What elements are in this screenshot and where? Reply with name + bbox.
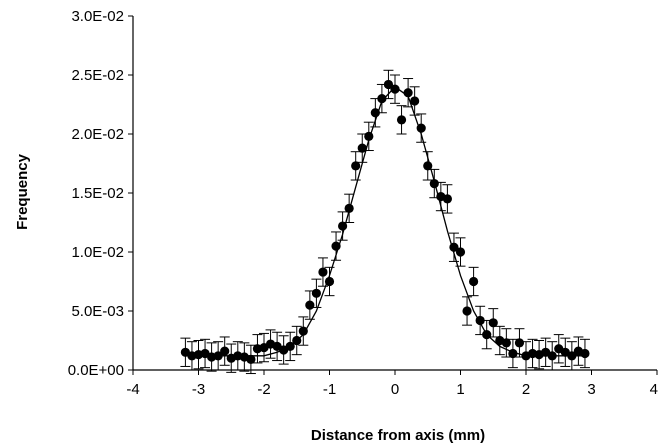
y-tick-label: 1.5E-02 [71, 185, 124, 202]
y-tick-label: 3.0E-02 [71, 8, 124, 25]
x-tick-label: 2 [522, 381, 530, 398]
data-point [338, 221, 348, 231]
data-point [547, 351, 557, 361]
data-point [455, 247, 466, 257]
x-tick-label: -4 [126, 381, 139, 398]
data-point [311, 288, 321, 298]
x-tick-label: 1 [456, 381, 464, 398]
error-bars-layer [180, 69, 590, 375]
data-point [416, 123, 426, 133]
data-point [220, 346, 230, 356]
y-tick-label: 1.0E-02 [71, 244, 124, 261]
data-point [482, 330, 492, 340]
data-point [285, 341, 295, 351]
data-point [213, 351, 223, 361]
axes-layer [132, 16, 657, 371]
x-tick-label: 3 [587, 381, 595, 398]
x-tick-label: -2 [257, 381, 270, 398]
data-point [475, 315, 485, 326]
y-tick-label: 5.0E-03 [71, 303, 124, 320]
y-tick-label: 2.5E-02 [71, 67, 124, 84]
data-point [305, 300, 315, 310]
data-point [488, 318, 498, 328]
data-point [364, 131, 374, 141]
data-point [298, 326, 308, 336]
data-point [344, 203, 354, 213]
x-tick-label: -1 [323, 381, 336, 398]
x-axis-title: Distance from axis (mm) [311, 427, 485, 444]
data-point [449, 242, 459, 252]
data-point [370, 108, 380, 118]
data-point [429, 178, 439, 189]
data-point [580, 348, 590, 359]
y-axis-title: Frequency [14, 153, 31, 230]
data-point [377, 94, 387, 104]
data-point [351, 161, 361, 171]
data-point [514, 338, 525, 348]
data-point [423, 161, 433, 171]
data-point [501, 338, 511, 348]
y-axis-ticks: 0.0E+00 5.0E-03 1.0E-02 1.5E-02 2.0E-02 2.5E-… [68, 8, 133, 379]
data-point [396, 115, 407, 125]
x-tick-label: -3 [192, 381, 205, 398]
data-point [383, 79, 394, 90]
data-point [469, 276, 479, 287]
data-point [508, 348, 518, 359]
data-point [318, 267, 328, 277]
data-point [410, 96, 420, 106]
y-tick-label: 2.0E-02 [71, 126, 124, 143]
data-point [462, 306, 472, 316]
data-point [567, 351, 577, 361]
data-point [357, 143, 367, 153]
fit-curve-line [185, 85, 585, 357]
data-point [442, 194, 452, 204]
data-point [403, 88, 413, 98]
data-point [324, 276, 335, 287]
x-tick-label: 4 [650, 381, 658, 398]
data-points-layer [180, 79, 590, 364]
data-point [331, 241, 341, 251]
data-point [390, 84, 400, 94]
data-point [292, 335, 302, 346]
data-point [246, 354, 256, 364]
x-tick-label: 0 [391, 381, 399, 398]
y-tick-label: 0.0E+00 [68, 362, 124, 379]
fit-curve-layer [185, 85, 585, 357]
x-axis-ticks: -4 -3 -2 -1 0 1 2 3 4 [126, 370, 658, 398]
